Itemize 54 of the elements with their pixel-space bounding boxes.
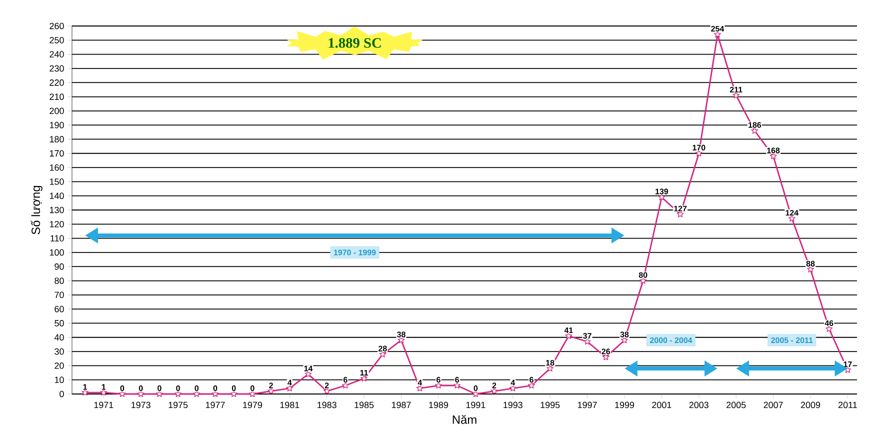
x-tick-label: 1995 bbox=[540, 402, 560, 408]
x-tick-label: 1999 bbox=[615, 402, 634, 408]
y-tick-label: 240 bbox=[50, 51, 64, 58]
x-tick-label: 1985 bbox=[354, 402, 374, 408]
y-tick-label: 50 bbox=[54, 320, 64, 326]
annotation: 1.889 SC bbox=[328, 38, 381, 48]
x-tick-label: 2007 bbox=[764, 402, 783, 408]
y-tick-label: 130 bbox=[50, 206, 64, 214]
y-tick-label: 150 bbox=[50, 178, 64, 185]
y-tick-label: 260 bbox=[50, 22, 64, 30]
y-tick-label: 110 bbox=[50, 235, 64, 242]
y-tick-label: 100 bbox=[50, 249, 64, 256]
x-tick-label: 1991 bbox=[466, 402, 486, 408]
y-tick-label: 70 bbox=[54, 292, 64, 298]
y-tick-label: 160 bbox=[50, 164, 64, 171]
point bbox=[323, 388, 330, 394]
y-tick-label: 80 bbox=[54, 278, 64, 284]
y-tick-label: 90 bbox=[54, 263, 64, 270]
y-tick-label: 140 bbox=[50, 192, 64, 200]
y-tick-label: 20 bbox=[54, 362, 64, 369]
y-tick-label: 120 bbox=[50, 220, 64, 228]
point bbox=[268, 388, 275, 394]
x-tick-label: 1975 bbox=[168, 402, 188, 408]
x-tick-label: 1973 bbox=[132, 402, 150, 408]
x-tick-label: 1997 bbox=[578, 402, 597, 408]
y-tick-label: 200 bbox=[50, 108, 64, 114]
x-tick-label: 1981 bbox=[280, 402, 300, 408]
x-tick-label: 1979 bbox=[243, 402, 262, 408]
y-tick-label: 220 bbox=[50, 79, 64, 86]
x-axis-title: Năm bbox=[452, 414, 476, 424]
x-tick-label: 1987 bbox=[392, 402, 411, 408]
y-tick-label: 40 bbox=[54, 334, 64, 341]
x-tick-label: 1983 bbox=[318, 402, 336, 408]
y-tick-label: 0 bbox=[60, 390, 64, 398]
point bbox=[490, 388, 498, 394]
y-tick-label: 10 bbox=[54, 376, 64, 384]
x-tick-label: 2011 bbox=[838, 402, 857, 408]
y-tick-label: 30 bbox=[54, 348, 64, 355]
y-axis-title: Số lượng bbox=[30, 186, 42, 234]
y-tick-label: 210 bbox=[50, 94, 64, 100]
x-tick-label: 2009 bbox=[800, 402, 820, 408]
x-tick-label: 2001 bbox=[652, 402, 672, 408]
x-tick-label: 1977 bbox=[206, 402, 225, 408]
x-tick-label: 1989 bbox=[429, 402, 448, 408]
y-tick-label: 180 bbox=[50, 136, 64, 142]
y-tick-label: 250 bbox=[50, 36, 64, 44]
x-tick-label: 1971 bbox=[94, 402, 114, 408]
x-tick-label: 1993 bbox=[504, 402, 522, 408]
x-tick-label: 2005 bbox=[726, 402, 746, 408]
x-tick-label: 2003 bbox=[689, 402, 708, 408]
y-tick-label: 230 bbox=[50, 65, 64, 72]
y-tick-label: 60 bbox=[54, 306, 64, 312]
y-tick-label: 170 bbox=[50, 150, 64, 157]
y-tick-label: 190 bbox=[50, 122, 64, 128]
